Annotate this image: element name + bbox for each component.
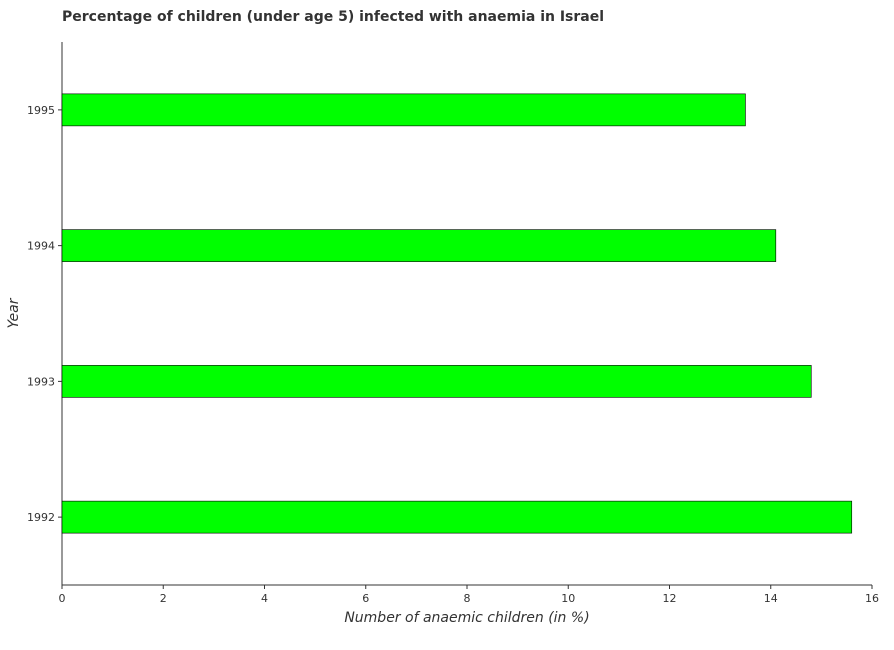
bars-group: [61, 93, 853, 534]
y-axis-label: Year: [6, 297, 22, 328]
x-tick-label: 14: [764, 592, 778, 605]
x-tick-label: 4: [261, 592, 268, 605]
x-tick-label: 12: [663, 592, 677, 605]
y-axis-ticks: 1992 1993 1994 1995: [27, 104, 62, 524]
bar-1995: [61, 93, 746, 127]
x-tick-label: 10: [561, 592, 575, 605]
x-tick-label: 16: [865, 592, 879, 605]
x-tick-label: 6: [362, 592, 369, 605]
y-tick-label: 1995: [27, 104, 55, 117]
bar-1992: [61, 500, 853, 534]
chart-title: Percentage of children (under age 5) inf…: [62, 9, 605, 25]
x-axis-ticks: 0 2 4 6 8 10 12 14 16: [59, 585, 879, 605]
x-tick-label: 0: [59, 592, 66, 605]
x-tick-label: 2: [160, 592, 167, 605]
y-tick-label: 1992: [27, 511, 55, 524]
bar-1993: [61, 365, 812, 398]
y-tick-label: 1993: [27, 375, 55, 388]
x-tick-label: 8: [464, 592, 471, 605]
bar-1994: [61, 229, 777, 262]
y-tick-label: 1994: [27, 240, 55, 253]
x-axis-label: Number of anaemic children (in %): [344, 610, 589, 626]
